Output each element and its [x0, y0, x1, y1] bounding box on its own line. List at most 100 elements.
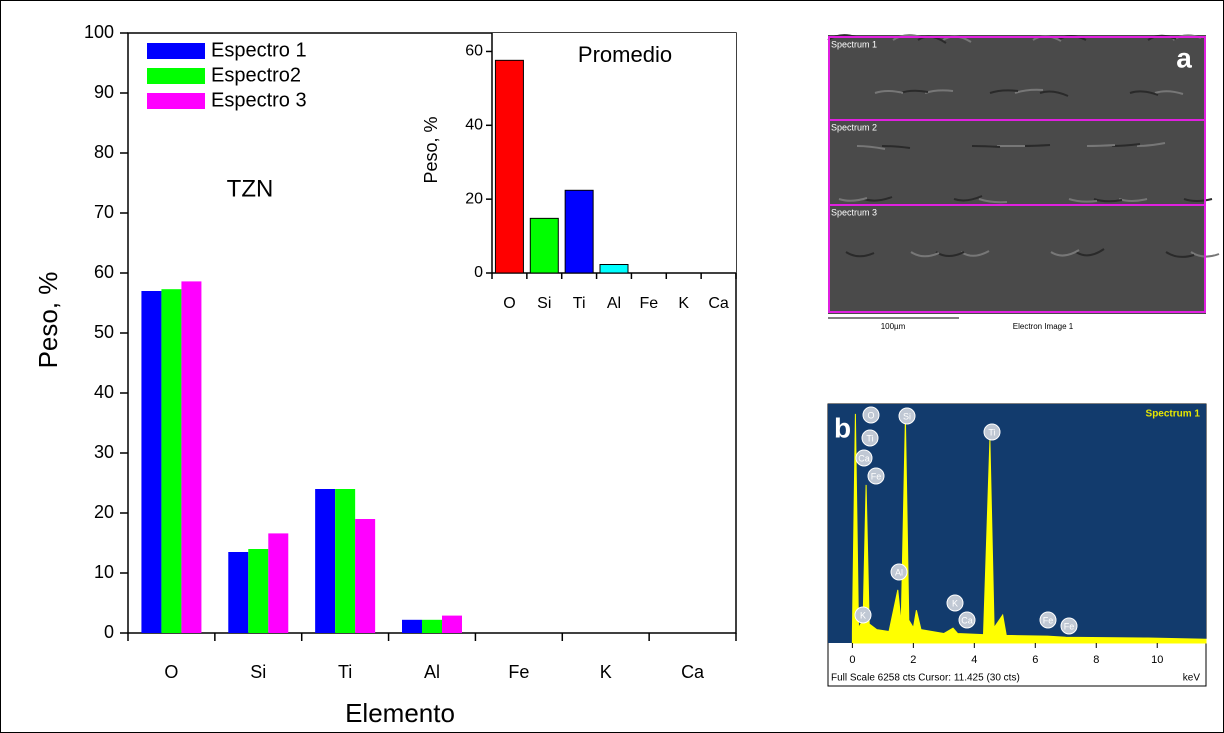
y-tick-label: 0: [474, 264, 483, 281]
bar: [248, 549, 269, 633]
bar: [181, 281, 202, 633]
peak-marker: [983, 423, 1001, 441]
legend-label: Espectro2: [211, 64, 301, 86]
bar: [599, 264, 629, 274]
inset-title: Promedio: [578, 42, 672, 67]
sem-texture: [971, 145, 1001, 148]
y-tick-label: 100: [84, 22, 114, 42]
sem-texture: [989, 89, 1019, 94]
x-tick-label: Ca: [681, 662, 705, 682]
peak-marker: [890, 563, 908, 581]
footer: Full Scale 6258 cts Cursor: 11.425 (30 c…: [831, 673, 1020, 684]
x-tick-label: Fe: [508, 662, 529, 682]
bar: [228, 552, 249, 633]
peak-marker: [898, 407, 916, 425]
sem-texture: [1039, 90, 1069, 97]
sem-texture: [1086, 144, 1116, 147]
y-axis-title: Peso, %: [421, 116, 441, 183]
x-tick-label: Ti: [338, 662, 352, 682]
peak-marker: [855, 449, 873, 467]
peak-marker: [862, 406, 880, 424]
peak-marker: [854, 606, 872, 624]
x-tick-label: 0: [849, 654, 855, 666]
legend-swatch: [147, 68, 205, 84]
peak-label: Fe: [1043, 615, 1054, 625]
panel-letter: b: [834, 412, 851, 443]
sem-texture: [1093, 198, 1123, 203]
y-tick-label: 20: [465, 190, 483, 207]
sem-texture: [863, 196, 893, 202]
peak-label: Ca: [858, 453, 870, 463]
sem-texture: [1154, 90, 1184, 95]
legend-label: Espectro 1: [211, 39, 307, 61]
sem-texture: [1075, 248, 1105, 257]
bar: [529, 217, 559, 274]
sem-texture: [845, 251, 875, 258]
bar: [402, 619, 422, 633]
legend-swatch: [147, 43, 205, 59]
bar: [141, 291, 162, 633]
bar: [161, 289, 182, 633]
x-tick-label: Fe: [640, 295, 659, 312]
sem-texture: [953, 195, 983, 202]
sem-texture: [874, 90, 904, 94]
x-tick-label: 4: [971, 654, 977, 666]
sem-texture: [1021, 144, 1051, 147]
x-tick-label: K: [678, 295, 689, 312]
legend-swatch: [147, 93, 205, 109]
sem-texture: [978, 198, 1008, 204]
region-label: Spectrum 3: [831, 207, 877, 217]
x-axis-title: Elemento: [345, 698, 455, 728]
peak-label: Ti: [866, 433, 873, 443]
peak-marker: [861, 429, 879, 447]
region-label: Spectrum 1: [831, 39, 877, 49]
x-tick-label: Ca: [708, 295, 729, 312]
x-tick-label: Si: [250, 662, 266, 682]
legend-label: Espectro 3: [211, 89, 307, 111]
sem-texture: [1050, 249, 1080, 257]
y-tick-label: 80: [94, 142, 114, 162]
y-tick-label: 20: [94, 502, 114, 522]
sem-texture: [881, 145, 911, 149]
x-axis-title: keV: [1183, 673, 1201, 684]
peak-marker: [1039, 611, 1057, 629]
x-tick-label: Al: [607, 295, 621, 312]
spectrum-area: [851, 413, 1207, 644]
peak-label: Fe: [1064, 621, 1075, 631]
spectrum-region: [828, 204, 1206, 313]
sem-texture: [1068, 198, 1098, 203]
y-tick-label: 40: [465, 117, 483, 134]
bar: [564, 189, 594, 274]
y-tick-label: 40: [94, 382, 114, 402]
y-tick-label: 30: [94, 442, 114, 462]
x-tick-label: 2: [910, 654, 916, 666]
peak-label: K: [952, 598, 958, 608]
bar: [422, 619, 442, 633]
scale-bar-label: 100µm: [881, 322, 906, 331]
peak-marker: [946, 594, 964, 612]
x-tick-label: O: [164, 662, 178, 682]
bar: [335, 489, 356, 633]
x-tick-label: Si: [537, 295, 551, 312]
x-tick-label: 8: [1093, 654, 1099, 666]
bar: [268, 533, 289, 633]
peak-marker: [958, 611, 976, 629]
sem-texture: [910, 251, 940, 258]
sem-texture: [1136, 142, 1166, 147]
peak-label: Ti: [988, 427, 995, 437]
peak-marker: [1060, 617, 1078, 635]
y-tick-label: 10: [94, 562, 114, 582]
sem-texture: [1183, 198, 1213, 202]
x-tick-label: Al: [424, 662, 440, 682]
x-tick-label: Ti: [573, 295, 586, 312]
peak-marker: [867, 467, 885, 485]
peak-label: Fe: [871, 471, 882, 481]
peak-label: Al: [895, 567, 903, 577]
y-tick-label: 90: [94, 82, 114, 102]
peak-label: K: [860, 610, 866, 620]
y-tick-label: 60: [94, 262, 114, 282]
sem-texture: [1129, 90, 1159, 96]
y-tick-label: 70: [94, 202, 114, 222]
spectrum-title: Spectrum 1: [1146, 409, 1201, 420]
